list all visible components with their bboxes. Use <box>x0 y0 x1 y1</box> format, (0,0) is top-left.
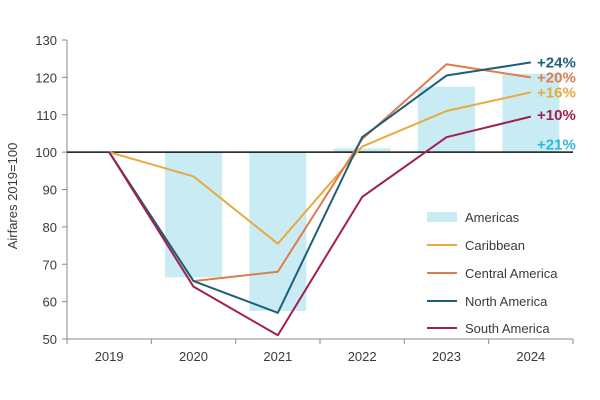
legend: Americas Caribbean Central America North Am… <box>427 210 558 336</box>
x-tick-label-2022: 2022 <box>348 349 377 364</box>
legend-label-south-america: South America <box>465 321 550 336</box>
y-tick-label: 80 <box>43 220 57 235</box>
legend-label-caribbean: Caribbean <box>465 238 525 253</box>
annotation--20-: +20% <box>537 69 576 86</box>
legend-label-central-america: Central America <box>465 266 558 281</box>
y-tick-label: 120 <box>35 70 57 85</box>
x-tick-label-2021: 2021 <box>263 349 292 364</box>
y-ticks: 50 60 70 80 90 100 110 120 130 <box>35 33 67 347</box>
x-tick-label-2024: 2024 <box>516 349 545 364</box>
y-tick-label: 60 <box>43 295 57 310</box>
legend-swatch-americas <box>427 212 457 222</box>
y-tick-label: 110 <box>36 108 57 123</box>
annotation--21-: +21% <box>537 137 576 154</box>
line-north-america <box>108 61 531 314</box>
lines-layer <box>108 61 532 337</box>
legend-label-north-america: North America <box>465 294 548 309</box>
legend-label-americas: Americas <box>465 210 520 225</box>
y-tick-label: 70 <box>43 257 57 272</box>
x-tick-label-2019: 2019 <box>95 349 124 364</box>
bar-americas-2024 <box>502 73 560 153</box>
y-tick-label: 90 <box>43 183 57 198</box>
y-tick-label: 130 <box>35 33 57 48</box>
annotations-layer: +24%+20%+16% +10% +21% <box>537 54 576 153</box>
x-tick-label-2023: 2023 <box>432 349 461 364</box>
y-tick-label: 100 <box>35 145 57 160</box>
y-tick-label: 50 <box>43 332 57 347</box>
annotation--24-: +24% <box>537 54 576 71</box>
bar-americas-2022 <box>333 148 391 153</box>
x-ticks: 2019 2020 2021 2022 2023 2024 <box>66 339 574 364</box>
annotation--16-: +16% <box>537 84 576 101</box>
bars-layer <box>165 73 560 311</box>
line-caribbean <box>108 91 532 245</box>
annotation--10-: +10% <box>537 107 576 124</box>
bar-americas-2021 <box>249 152 307 311</box>
line-south-america <box>108 115 532 337</box>
y-axis-label: Airfares 2019=100 <box>5 143 20 250</box>
x-tick-label-2020: 2020 <box>179 349 208 364</box>
